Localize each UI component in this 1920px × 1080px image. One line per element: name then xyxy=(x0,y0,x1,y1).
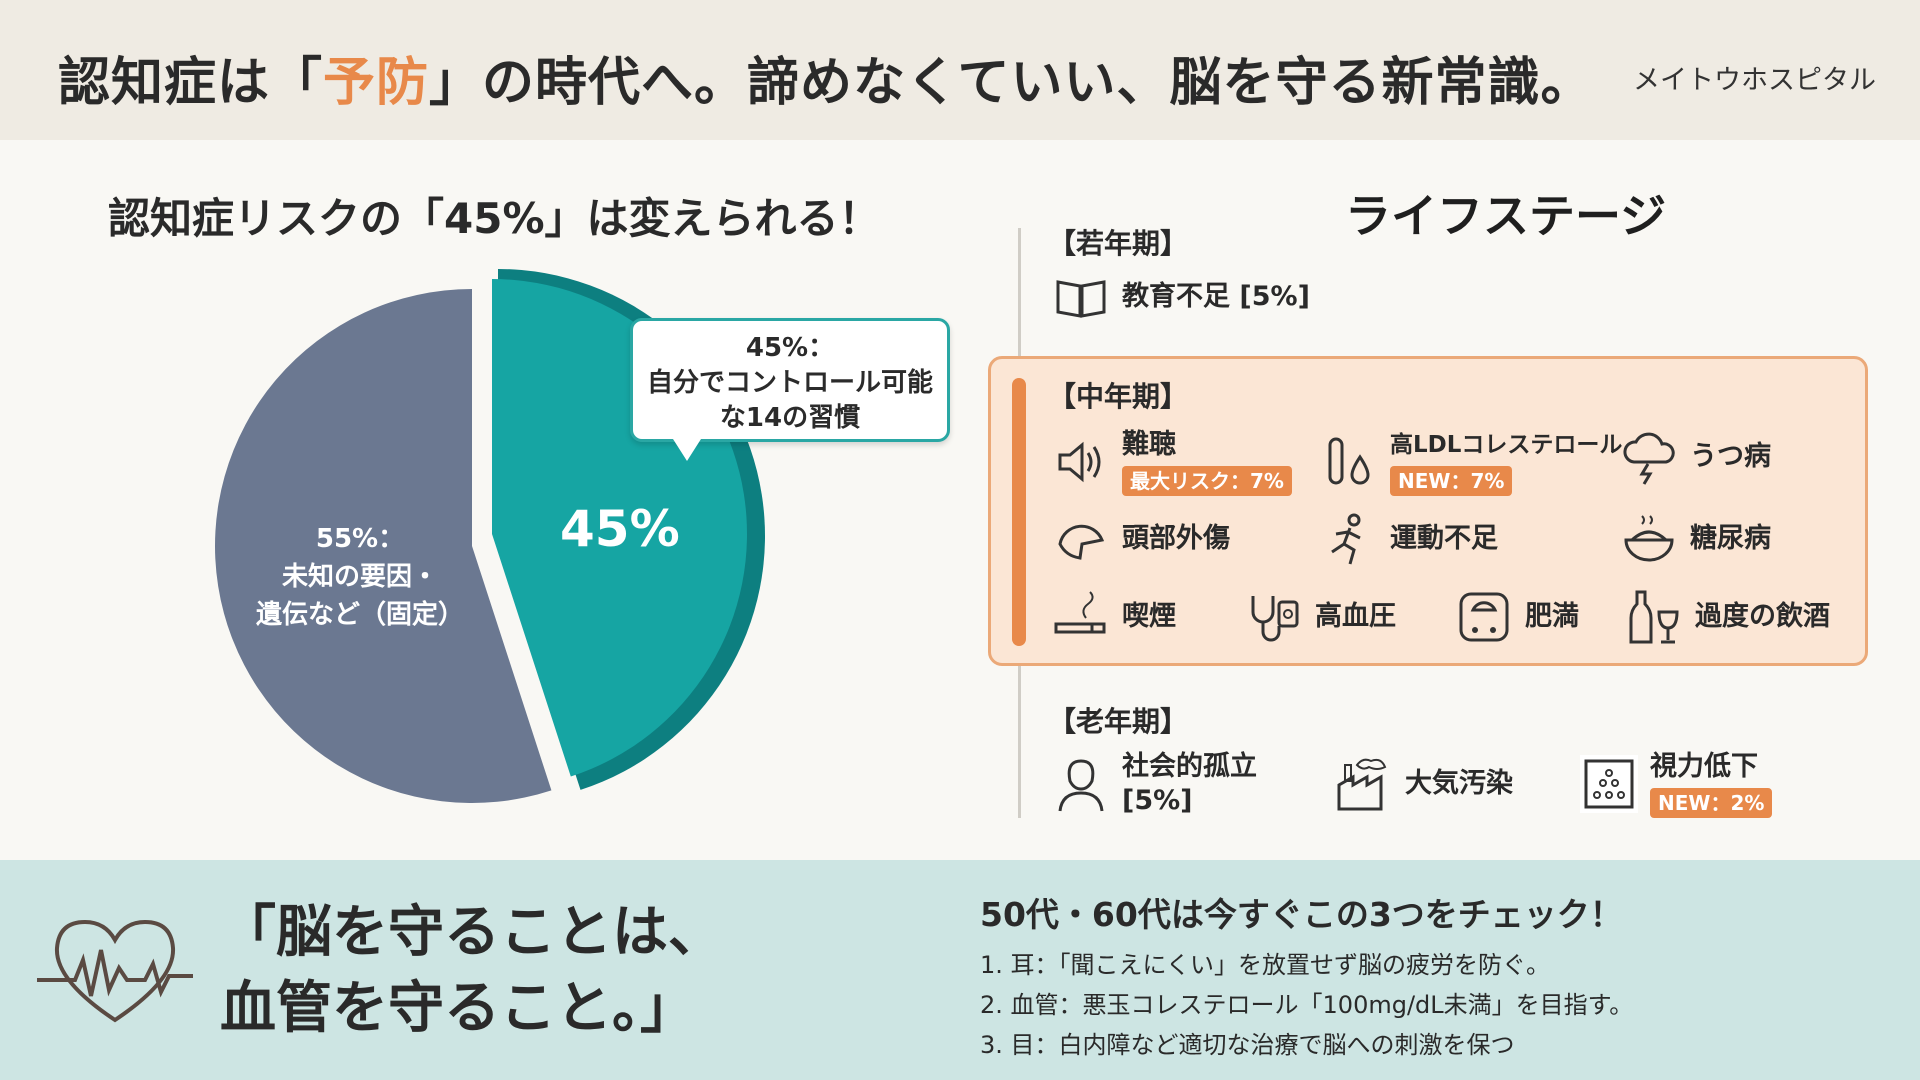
risk-item-pollution: 大気汚染 xyxy=(1335,755,1513,813)
risk-item-hypertension: 高血圧 xyxy=(1245,588,1396,646)
callout-tail xyxy=(673,439,701,461)
check-list: 1. 耳：「聞こえにくい」を放置せず脳の疲労を防ぐ。 2. 血管：悪玉コレステロ… xyxy=(980,945,1633,1065)
blood-pressure-icon xyxy=(1251,596,1299,642)
pie-slice-fixed xyxy=(215,289,552,803)
modifiable-callout: 45%： 自分でコントロール可能 な14の習慣 xyxy=(630,318,950,461)
check-item: 2. 血管：悪玉コレステロール「100mg/dL未満」を目指す。 xyxy=(980,991,1634,1019)
risk-item-ldl: 高LDLコレステロール NEW：7% xyxy=(1320,428,1622,496)
check-item: 3. 目：白内障など適切な治療で脳への刺激を保つ xyxy=(980,1031,1515,1059)
risk-item-head-injury: 頭部外傷 xyxy=(1052,510,1230,568)
eye-chart-icon xyxy=(1580,755,1638,813)
risk-item-vision: 視力低下 NEW：2% xyxy=(1580,750,1773,818)
risk-item-education: 教育不足 [5%] xyxy=(1052,268,1310,326)
risk-item-inactivity: 運動不足 xyxy=(1320,510,1498,568)
pie-heading: 認知症リスクの「45%」は変えられる！ xyxy=(108,194,881,243)
factory-icon xyxy=(1337,758,1387,811)
heart-pulse-icon xyxy=(37,919,193,1023)
middle-age-box xyxy=(988,356,1868,666)
test-tube-icon xyxy=(1328,437,1370,485)
stage-label-young: 【若年期】 xyxy=(1048,227,1189,260)
stage-label-middle: 【中年期】 xyxy=(1048,380,1189,413)
risk-badge-vision: NEW：2% xyxy=(1650,788,1773,818)
risk-badge-ldl: NEW：7% xyxy=(1390,466,1513,496)
life-stage-title: ライフステージ xyxy=(1345,189,1667,243)
check-title: 50代・60代は今すぐこの3つをチェック！ xyxy=(980,895,1623,934)
helmet-icon xyxy=(1058,524,1105,560)
risk-badge-hearing: 最大リスク：7% xyxy=(1122,466,1292,496)
risk-item-alcohol: 過度の飲酒 xyxy=(1625,588,1830,646)
footer-panel xyxy=(0,860,1920,1080)
page-title: 認知症は「予防」の時代へ。諦めなくていい、脳を守る新常識。 xyxy=(58,53,1594,113)
risk-item-smoking: 喫煙 xyxy=(1052,588,1176,646)
scale-icon xyxy=(1459,592,1509,642)
title-accent: 予防 xyxy=(323,53,430,113)
risk-item-diabetes: 糖尿病 xyxy=(1620,510,1771,568)
cigarette-icon xyxy=(1054,591,1106,634)
runner-icon xyxy=(1331,513,1361,565)
risk-item-obesity: 肥満 xyxy=(1455,588,1579,646)
fixed-percent-label: 55%： 未知の要因・ 遺伝など（固定） xyxy=(255,524,464,630)
rice-bowl-icon xyxy=(1624,515,1674,562)
wine-icon xyxy=(1629,590,1679,644)
risk-item-depression: うつ病 xyxy=(1620,428,1771,486)
storm-cloud-icon xyxy=(1623,432,1675,485)
person-icon xyxy=(1058,759,1104,812)
brand-name: メイトウホスピタル xyxy=(1633,65,1876,96)
header: 認知症は「予防」の時代へ。諦めなくていい、脳を守る新常識。 メイトウホスピタル xyxy=(0,0,1920,140)
risk-item-isolation: 社会的孤立 [5%] xyxy=(1052,750,1257,818)
check-item: 1. 耳：「聞こえにくい」を放置せず脳の疲労を防ぐ。 xyxy=(980,951,1551,979)
book-icon xyxy=(1056,280,1106,318)
middle-age-bar xyxy=(1012,378,1026,646)
modifiable-percent-label: 45% xyxy=(560,500,680,558)
speaker-icon xyxy=(1058,441,1101,483)
stage-label-old: 【老年期】 xyxy=(1048,705,1189,738)
risk-item-hearing: 難聴 最大リスク：7% xyxy=(1052,428,1292,496)
footer-quote: 「脳を守ることは、 血管を守ること。」 xyxy=(220,900,724,1041)
